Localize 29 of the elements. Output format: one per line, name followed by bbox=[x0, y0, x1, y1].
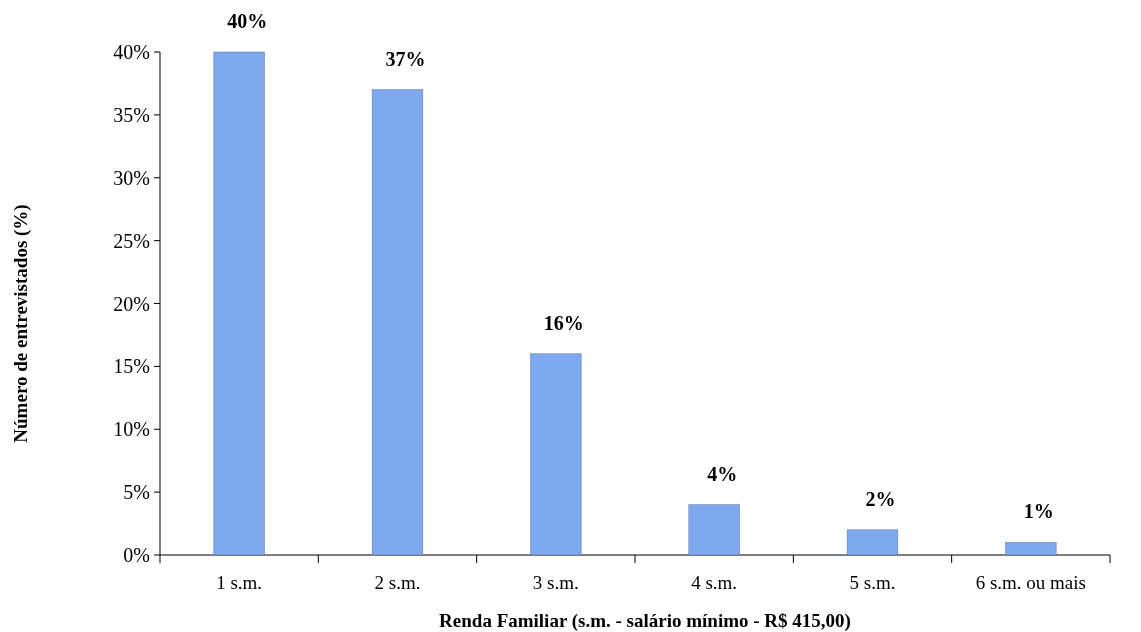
x-tick-label: 5 s.m. bbox=[849, 572, 896, 593]
y-tick-label: 10% bbox=[113, 418, 150, 441]
y-tick-label: 35% bbox=[113, 103, 150, 126]
y-tick-label: 15% bbox=[113, 355, 150, 378]
data-label: 1% bbox=[1023, 500, 1054, 523]
bar bbox=[530, 353, 582, 556]
x-tick-label: 4 s.m. bbox=[691, 572, 738, 593]
y-tick-label: 25% bbox=[113, 229, 150, 252]
y-tick-label: 20% bbox=[113, 292, 150, 315]
bar bbox=[688, 504, 740, 556]
bar bbox=[213, 51, 265, 556]
x-axis-title: Renda Familiar (s.m. - salário mínimo - R$ 415,00) bbox=[439, 610, 851, 632]
data-label: 4% bbox=[707, 462, 738, 485]
y-tick-label: 0% bbox=[123, 544, 150, 566]
data-label: 2% bbox=[865, 487, 896, 510]
y-tick-label: 30% bbox=[113, 166, 150, 189]
bar bbox=[1005, 542, 1057, 556]
data-label: 16% bbox=[543, 311, 584, 334]
bar bbox=[371, 89, 424, 556]
x-tick-label: 3 s.m. bbox=[532, 572, 579, 593]
x-tick-label: 6 s.m. ou mais bbox=[975, 572, 1086, 593]
y-tick-label: 40% bbox=[113, 41, 150, 63]
data-label: 37% bbox=[385, 47, 426, 70]
bar bbox=[846, 529, 899, 556]
y-tick-label: 5% bbox=[123, 481, 150, 504]
x-tick-label: 1 s.m. bbox=[216, 572, 263, 593]
y-axis-title: Número de entrevistados (%) bbox=[10, 204, 32, 443]
data-label: 40% bbox=[227, 10, 268, 32]
x-tick-label: 2 s.m. bbox=[374, 572, 421, 593]
